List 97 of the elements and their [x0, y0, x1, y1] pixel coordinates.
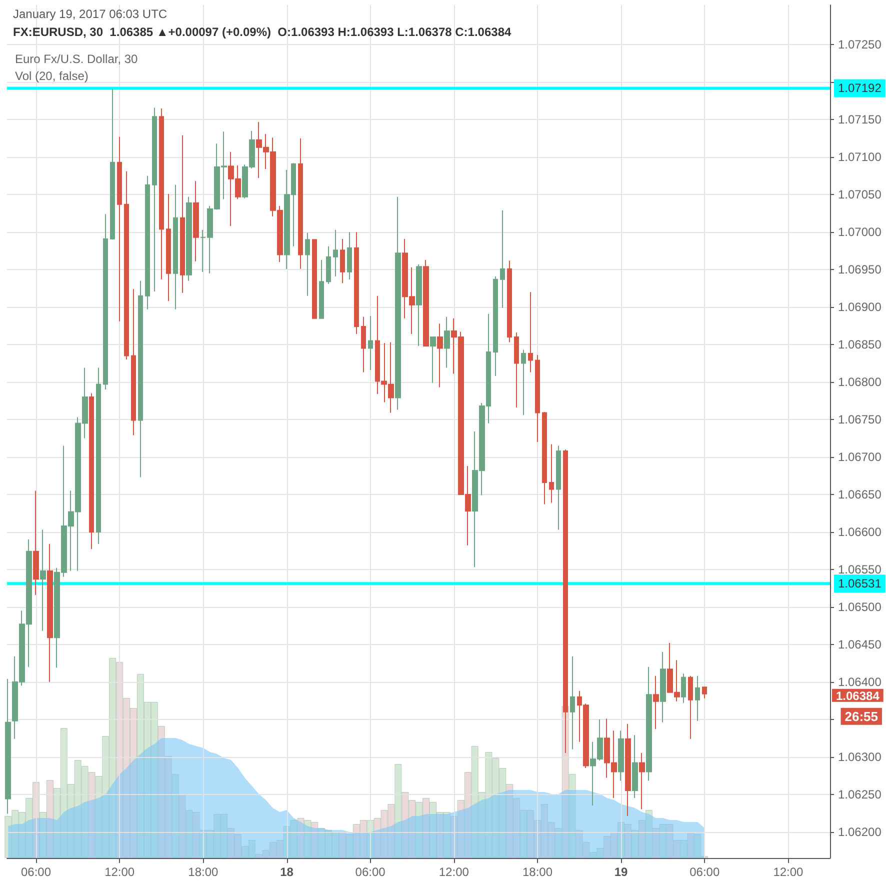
candlestick — [326, 246, 331, 284]
candlestick — [646, 666, 652, 782]
ref-line-label: 1.07192 — [838, 81, 882, 96]
candlestick — [138, 280, 143, 478]
y-tick-label: 1.06950 — [838, 262, 882, 277]
candlestick — [493, 276, 498, 377]
candlestick — [653, 675, 659, 730]
ref-line-label: 1.06531 — [838, 576, 882, 591]
candlestick — [333, 229, 338, 277]
y-tick-label: 1.07050 — [838, 188, 882, 202]
candlestick — [688, 675, 693, 740]
candlestick — [528, 292, 533, 373]
candlestick — [395, 196, 401, 410]
candlestick — [430, 336, 436, 384]
candlestick — [618, 730, 624, 782]
y-tick-label: 1.06600 — [838, 524, 882, 539]
candlestick — [514, 332, 519, 408]
candlestick — [131, 288, 136, 436]
candlestick — [437, 323, 443, 388]
candlestick — [305, 232, 310, 296]
y-tick-label: 1.06500 — [838, 600, 882, 614]
candlestick — [500, 210, 505, 308]
candlestick — [117, 136, 122, 322]
candlestick — [416, 264, 422, 347]
candlestick — [639, 752, 645, 810]
x-tick-label: 06:00 — [355, 865, 386, 879]
candlestick — [423, 259, 429, 347]
candlestick — [354, 232, 359, 335]
x-tick-label: 12:00 — [104, 865, 135, 879]
x-tick-label: 12:00 — [438, 865, 470, 879]
text: 1.06384 — [836, 688, 880, 703]
candlestick — [5, 678, 11, 814]
x-tick-label: 06:00 — [21, 865, 52, 879]
candlestick — [145, 175, 150, 310]
candlestick — [173, 184, 178, 310]
y-tick-label: 1.07100 — [838, 150, 882, 164]
x-tick-label: 12:00 — [773, 865, 804, 879]
candlestick — [166, 193, 171, 302]
y-tick-label: 1.06700 — [838, 450, 882, 464]
candlestick — [681, 673, 686, 704]
candlestick — [570, 656, 575, 750]
candlestick — [298, 138, 303, 270]
y-tick-label: 1.07150 — [838, 112, 882, 127]
x-tick-label: 18:00 — [188, 865, 219, 879]
y-tick-label: 1.06900 — [838, 300, 882, 314]
text: FX:EURUSD, 30 1.06385 ▲+0.00097 (+0.09%) O:1.06393 H:1.06393 L:1.06378 C:1.06384 — [13, 25, 512, 39]
y-tick-label: 1.06450 — [838, 637, 882, 652]
y-tick-label: 1.06650 — [838, 487, 882, 502]
candlestick — [193, 180, 199, 262]
candlestick — [47, 543, 53, 682]
candlestick — [632, 734, 638, 799]
candlestick — [40, 529, 46, 632]
candlestick — [33, 490, 39, 596]
y-tick-label: 1.06200 — [838, 824, 882, 839]
y-tick-label: 1.06550 — [838, 562, 882, 576]
candlestick — [152, 107, 157, 292]
candlestick — [319, 259, 324, 319]
y-tick-label: 1.06850 — [838, 338, 882, 352]
candlestick — [159, 108, 164, 280]
candlestick — [444, 316, 450, 368]
y-tick-label: 1.07000 — [838, 225, 882, 240]
y-tick-label: 1.06300 — [838, 750, 882, 764]
candlestick — [521, 349, 526, 416]
candlestick — [312, 239, 317, 319]
chart-subtitle: January 19, 2017 06:03 UTC — [13, 7, 168, 21]
y-tick-label: 1.06800 — [838, 375, 882, 390]
candlestick — [347, 232, 352, 280]
x-tick-label: 18 — [280, 865, 294, 879]
candlestick — [103, 214, 108, 390]
candlestick — [507, 260, 512, 343]
candlestick — [368, 316, 373, 371]
annotation: Vol (20, false) — [15, 69, 88, 83]
candlestick — [180, 134, 185, 294]
x-tick-label: 18:00 — [522, 865, 553, 879]
candlestick — [96, 367, 101, 544]
candlestick — [340, 238, 345, 284]
candlestick — [556, 445, 561, 530]
annotation: Euro Fx/U.S. Dollar, 30 — [15, 52, 138, 66]
candlestick — [702, 686, 707, 699]
candlestick — [542, 412, 547, 505]
candlestick — [186, 196, 192, 282]
candlestick — [535, 354, 540, 442]
candlestick — [124, 170, 129, 360]
y-tick-label: 1.06750 — [838, 412, 882, 427]
text: 26:55 — [844, 708, 878, 724]
x-tick-label: 19 — [614, 865, 628, 879]
x-tick-label: 06:00 — [690, 865, 720, 879]
y-tick-label: 1.07250 — [838, 38, 882, 52]
candlestick — [549, 444, 554, 504]
candlestick — [660, 651, 666, 723]
candlestick — [110, 88, 115, 240]
candlestick — [89, 392, 94, 550]
candlestick — [625, 723, 631, 817]
y-tick-label: 1.06250 — [838, 787, 882, 802]
y-tick-label: 1.06400 — [838, 674, 882, 689]
candlestick — [361, 316, 366, 373]
candlestick — [695, 675, 700, 722]
